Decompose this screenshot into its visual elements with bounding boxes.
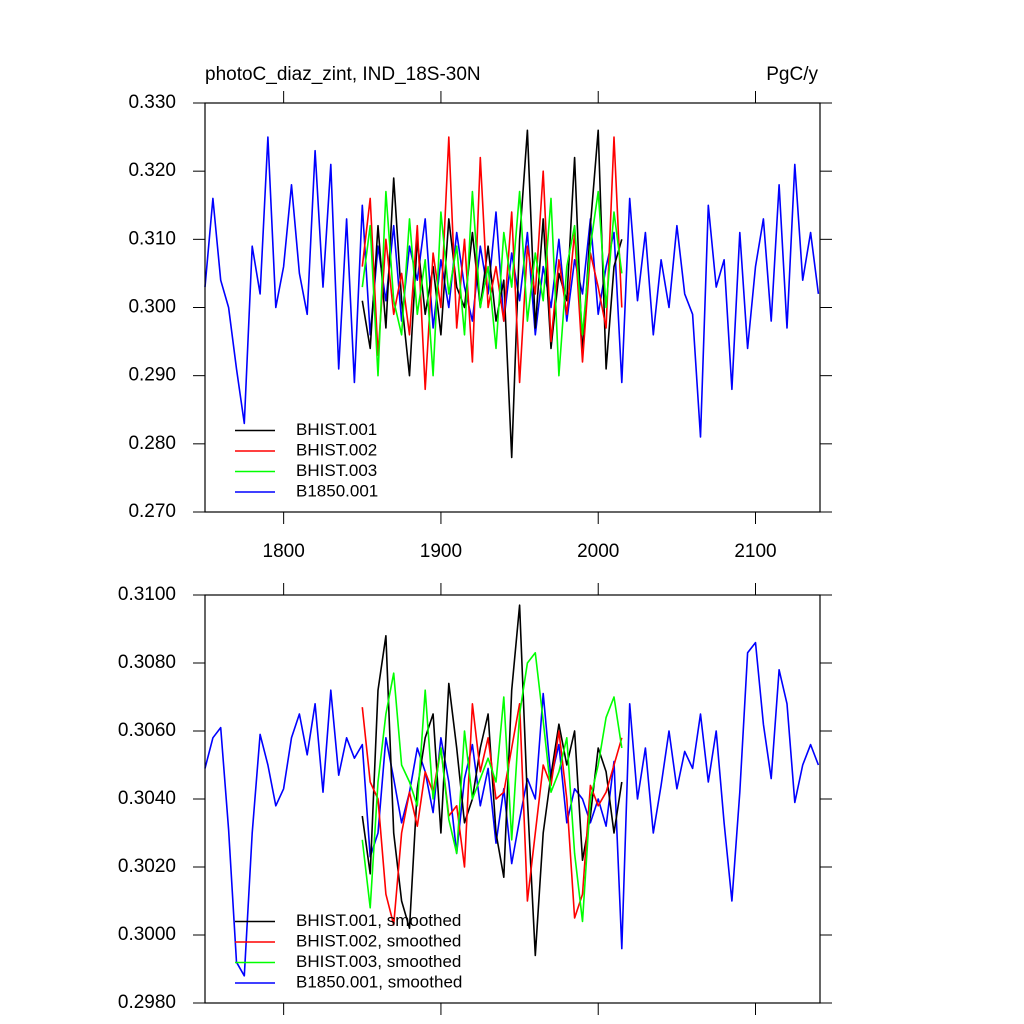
chart-title: photoC_diaz_zint, IND_18S-30N bbox=[205, 64, 481, 85]
legend-label: BHIST.003 bbox=[296, 461, 377, 480]
series-line bbox=[361, 604, 623, 957]
y-tick-label: 0.320 bbox=[128, 160, 176, 181]
legend-label: BHIST.001 bbox=[296, 420, 377, 439]
legend-label: B1850.001, smoothed bbox=[296, 972, 462, 991]
y-tick-label: 0.3100 bbox=[118, 584, 176, 605]
series-line bbox=[204, 641, 820, 977]
y-tick-label: 0.310 bbox=[128, 228, 176, 249]
series-line bbox=[361, 136, 623, 391]
x-tick-label: 1800 bbox=[263, 541, 305, 562]
legend-label: B1850.001 bbox=[296, 481, 378, 500]
units-label: PgC/y bbox=[766, 64, 818, 85]
y-tick-label: 0.2980 bbox=[118, 992, 176, 1013]
series-line bbox=[204, 136, 820, 438]
series-line bbox=[361, 652, 623, 923]
x-tick-label: 2100 bbox=[734, 541, 776, 562]
x-tick-label: 2000 bbox=[577, 541, 619, 562]
y-tick-label: 0.3060 bbox=[118, 720, 176, 741]
y-tick-label: 0.280 bbox=[128, 433, 176, 454]
y-tick-label: 0.3000 bbox=[118, 924, 176, 945]
y-tick-label: 0.300 bbox=[128, 297, 176, 318]
y-tick-label: 0.3080 bbox=[118, 652, 176, 673]
y-tick-label: 0.3040 bbox=[118, 788, 176, 809]
legend-label: BHIST.001, smoothed bbox=[296, 911, 461, 930]
panel: 0.2980 0.3000 0.3020 0.3040 0.3060 0.3080 0.31… bbox=[118, 583, 832, 1015]
y-tick-label: 0.330 bbox=[128, 92, 176, 113]
y-tick-label: 0.290 bbox=[128, 365, 176, 386]
x-tick-label: 1900 bbox=[420, 541, 462, 562]
legend-label: BHIST.002, smoothed bbox=[296, 931, 461, 950]
panel: photoC_diaz_zint, IND_18S-30N PgC/y 0.270 0… bbox=[128, 64, 832, 562]
legend-label: BHIST.003, smoothed bbox=[296, 952, 461, 971]
legend-label: BHIST.002 bbox=[296, 440, 377, 459]
y-tick-label: 0.3020 bbox=[118, 856, 176, 877]
y-tick-label: 0.270 bbox=[128, 501, 176, 522]
series-line bbox=[361, 190, 623, 377]
